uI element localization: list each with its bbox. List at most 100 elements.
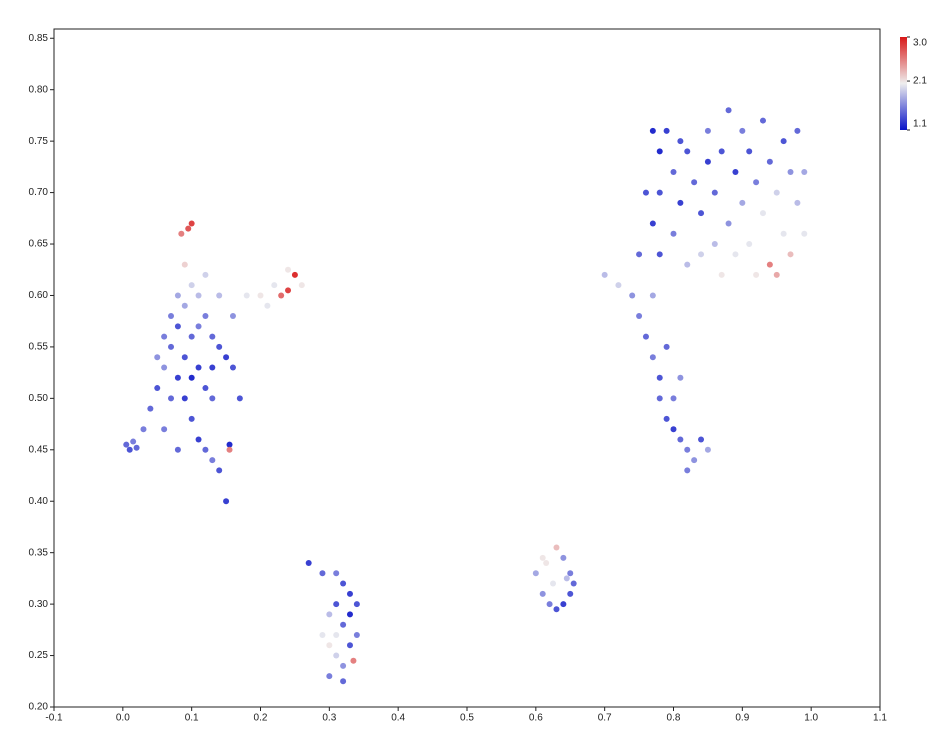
point bbox=[147, 405, 154, 412]
point bbox=[663, 343, 670, 350]
point bbox=[636, 251, 643, 258]
point bbox=[663, 127, 670, 134]
point bbox=[333, 652, 340, 659]
point bbox=[140, 426, 147, 433]
point bbox=[746, 241, 753, 248]
point bbox=[209, 395, 216, 402]
point bbox=[794, 127, 801, 134]
point bbox=[202, 385, 209, 392]
x-tick-label: 0.2 bbox=[254, 713, 268, 724]
y-tick-label: 0.55 bbox=[29, 342, 49, 353]
point bbox=[181, 354, 188, 361]
point bbox=[216, 343, 223, 350]
y-tick-label: 0.85 bbox=[29, 33, 49, 44]
colorbar-tick-label: 1.1 bbox=[913, 119, 927, 130]
x-tick-label: 0.6 bbox=[529, 713, 543, 724]
point bbox=[732, 169, 739, 176]
point bbox=[698, 210, 705, 217]
point bbox=[298, 282, 305, 289]
point bbox=[188, 220, 195, 227]
point bbox=[649, 127, 656, 134]
point bbox=[174, 374, 181, 381]
point bbox=[174, 446, 181, 453]
y-tick-label: 0.60 bbox=[29, 290, 49, 301]
point bbox=[202, 271, 209, 278]
point bbox=[684, 148, 691, 155]
point bbox=[698, 251, 705, 258]
y-tick-label: 0.80 bbox=[29, 84, 49, 95]
point bbox=[202, 313, 209, 320]
point bbox=[656, 148, 663, 155]
point bbox=[601, 271, 608, 278]
point bbox=[704, 127, 711, 134]
point bbox=[154, 385, 161, 392]
colorbar-tick-label: 3.0 bbox=[913, 38, 927, 49]
point bbox=[725, 220, 732, 227]
point bbox=[154, 354, 161, 361]
point bbox=[168, 395, 175, 402]
y-tick-label: 0.40 bbox=[29, 496, 49, 507]
x-tick-label: 1.1 bbox=[873, 713, 887, 724]
point bbox=[656, 374, 663, 381]
point bbox=[257, 292, 264, 299]
point bbox=[670, 426, 677, 433]
point bbox=[223, 498, 230, 505]
point bbox=[546, 601, 553, 608]
y-tick-label: 0.75 bbox=[29, 136, 49, 147]
point bbox=[209, 457, 216, 464]
point bbox=[656, 395, 663, 402]
point bbox=[567, 570, 574, 577]
point bbox=[532, 570, 539, 577]
point bbox=[195, 323, 202, 330]
point bbox=[753, 271, 760, 278]
point bbox=[130, 438, 137, 445]
y-tick-label: 0.45 bbox=[29, 444, 49, 455]
point bbox=[126, 446, 133, 453]
point bbox=[319, 570, 326, 577]
point bbox=[340, 621, 347, 628]
point bbox=[649, 354, 656, 361]
point bbox=[353, 631, 360, 638]
y-tick-label: 0.70 bbox=[29, 187, 49, 198]
x-tick-label: 0.9 bbox=[735, 713, 749, 724]
point bbox=[291, 271, 298, 278]
point bbox=[161, 364, 168, 371]
point bbox=[188, 415, 195, 422]
point bbox=[178, 230, 185, 237]
point bbox=[739, 199, 746, 206]
point bbox=[209, 333, 216, 340]
point bbox=[636, 313, 643, 320]
point bbox=[711, 189, 718, 196]
point bbox=[340, 580, 347, 587]
point bbox=[780, 230, 787, 237]
x-tick-label: 0.8 bbox=[667, 713, 681, 724]
point bbox=[188, 282, 195, 289]
point bbox=[333, 631, 340, 638]
point bbox=[656, 251, 663, 258]
point bbox=[739, 127, 746, 134]
point bbox=[560, 554, 567, 561]
point bbox=[161, 426, 168, 433]
point bbox=[181, 261, 188, 268]
colorbar bbox=[900, 37, 907, 130]
point bbox=[188, 374, 195, 381]
y-tick-label: 0.65 bbox=[29, 239, 49, 250]
point bbox=[550, 580, 557, 587]
point bbox=[174, 292, 181, 299]
point bbox=[229, 313, 236, 320]
point bbox=[677, 436, 684, 443]
point bbox=[285, 266, 292, 273]
point bbox=[161, 333, 168, 340]
point bbox=[677, 374, 684, 381]
point bbox=[656, 189, 663, 196]
x-tick-label: 0.3 bbox=[322, 713, 336, 724]
point bbox=[168, 313, 175, 320]
point bbox=[353, 601, 360, 608]
point bbox=[691, 179, 698, 186]
point bbox=[226, 441, 233, 448]
point bbox=[711, 241, 718, 248]
point bbox=[168, 343, 175, 350]
point bbox=[780, 138, 787, 145]
point bbox=[350, 657, 357, 664]
point bbox=[684, 446, 691, 453]
